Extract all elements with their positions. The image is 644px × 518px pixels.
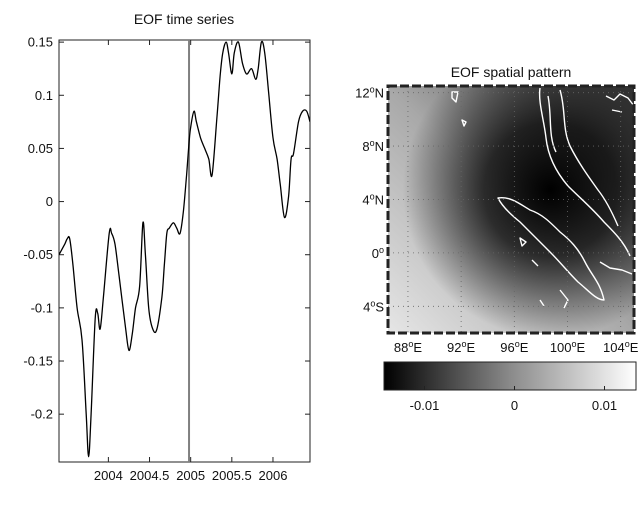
latitude-tick-label: 4oS — [363, 298, 384, 314]
longitude-tick-label: 88oE — [394, 339, 422, 355]
colorbar-tick-label: -0.01 — [410, 398, 440, 413]
x-tick-label: 2006 — [259, 468, 288, 483]
longitude-tick-label: 96oE — [500, 339, 528, 355]
map-frame — [386, 84, 636, 335]
colorbar — [383, 361, 637, 391]
longitude-tick-label: 100oE — [550, 339, 586, 355]
y-tick-label: 0.05 — [28, 141, 53, 156]
colorbar-tick-label: 0.01 — [592, 398, 617, 413]
latitude-tick-label: 4oN — [362, 191, 384, 207]
time-series-title: EOF time series — [134, 11, 234, 27]
coastline-mainland — [538, 87, 631, 257]
coastline-islands-west — [451, 91, 569, 309]
y-tick-label: -0.2 — [31, 407, 53, 422]
colorbar-tick-label: 0 — [511, 398, 518, 413]
x-tick-label: 2005.5 — [212, 468, 252, 483]
x-tick-label: 2005 — [176, 468, 205, 483]
x-tick-label: 2004 — [94, 468, 123, 483]
spatial-pattern-map: EOF spatial pattern 12oN 8oN 4oN 0o 4oS 88oE… — [355, 64, 639, 413]
time-series-x-axis: 2004 2004.5 2005 2005.5 2006 — [94, 40, 288, 483]
y-tick-label: 0 — [46, 194, 53, 209]
y-tick-label: -0.15 — [23, 354, 53, 369]
time-series-line — [59, 40, 310, 458]
y-tick-label: 0.1 — [35, 88, 53, 103]
longitude-tick-label: 92oE — [447, 339, 475, 355]
x-tick-label: 2004.5 — [130, 468, 170, 483]
time-series-y-axis: 0.15 0.1 0.05 0 -0.05 -0.1 -0.15 -0.2 — [23, 35, 310, 422]
coastline-sumatra — [497, 196, 605, 301]
time-series-chart: EOF time series 0.15 0.1 0.05 0 -0.05 -0.1 -0.… — [23, 11, 311, 483]
spatial-pattern-title: EOF spatial pattern — [451, 64, 572, 80]
longitude-tick-label: 104oE — [603, 339, 639, 355]
map-longitude-axis: 88oE 92oE 96oE 100oE 104oE — [394, 339, 639, 355]
spatial-pattern-field — [388, 86, 634, 333]
latitude-tick-label: 0o — [372, 245, 384, 261]
colorbar-ticks: -0.01 0 0.01 — [410, 386, 617, 413]
coastline-peninsula — [547, 89, 619, 227]
map-latitude-axis: 12oN 8oN 4oN 0o 4oS — [355, 85, 384, 315]
y-tick-label: 0.15 — [28, 35, 53, 50]
map-gridlines — [388, 86, 634, 333]
coastline-java-edge — [599, 261, 633, 275]
latitude-tick-label: 8oN — [362, 138, 384, 154]
y-tick-label: -0.1 — [31, 300, 53, 315]
y-tick-label: -0.05 — [23, 247, 53, 262]
latitude-tick-label: 12oN — [355, 85, 384, 101]
time-series-axes-frame — [58, 39, 311, 463]
